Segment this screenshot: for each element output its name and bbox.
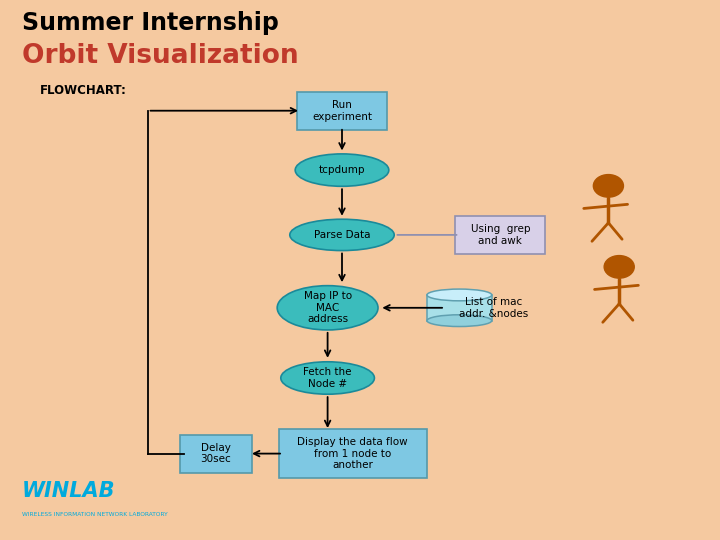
Text: Summer Internship: Summer Internship [22, 11, 279, 35]
Text: FLOWCHART:: FLOWCHART: [40, 84, 127, 97]
FancyBboxPatch shape [279, 429, 426, 478]
FancyBboxPatch shape [427, 295, 492, 321]
Text: Orbit Visualization: Orbit Visualization [22, 43, 298, 69]
Text: tcpdump: tcpdump [319, 165, 365, 175]
Text: Map IP to
MAC
address: Map IP to MAC address [304, 291, 351, 325]
Text: Fetch the
Node #: Fetch the Node # [303, 367, 352, 389]
Text: Display the data flow
from 1 node to
another: Display the data flow from 1 node to ano… [297, 437, 408, 470]
Text: Using  grep
and awk: Using grep and awk [471, 224, 530, 246]
Ellipse shape [289, 219, 395, 251]
Circle shape [593, 174, 624, 197]
Ellipse shape [277, 286, 378, 330]
Text: Delay
30sec: Delay 30sec [201, 443, 231, 464]
Ellipse shape [295, 154, 389, 186]
Text: Parse Data: Parse Data [314, 230, 370, 240]
Circle shape [604, 255, 634, 278]
FancyBboxPatch shape [180, 435, 252, 472]
FancyBboxPatch shape [297, 92, 387, 130]
Ellipse shape [427, 315, 492, 327]
FancyBboxPatch shape [455, 216, 546, 254]
Ellipse shape [281, 362, 374, 394]
Text: List of mac
addr. &nodes: List of mac addr. &nodes [459, 297, 528, 319]
Text: WINLAB: WINLAB [22, 481, 115, 502]
Text: Run
experiment: Run experiment [312, 100, 372, 122]
Ellipse shape [427, 289, 492, 301]
Text: WIRELESS INFORMATION NETWORK LABORATORY: WIRELESS INFORMATION NETWORK LABORATORY [22, 512, 167, 517]
